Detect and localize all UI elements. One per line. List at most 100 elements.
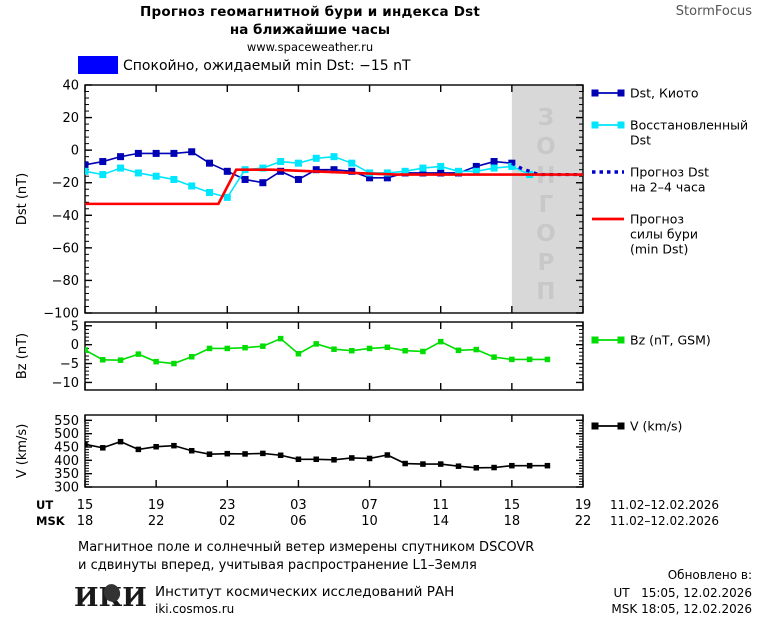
- data-point: [526, 462, 533, 469]
- forecast-band: [511, 85, 583, 313]
- time-tick-ut: 23: [219, 498, 236, 513]
- time-tick-msk: 14: [432, 514, 449, 529]
- data-point: [544, 356, 551, 363]
- data-point: [277, 158, 285, 166]
- legend-label-storm-strength: (min Dst): [630, 242, 688, 257]
- data-point: [331, 457, 337, 463]
- time-tick-ut: 19: [574, 498, 592, 513]
- data-point: [473, 346, 480, 353]
- y-tick-label: 20: [62, 111, 79, 126]
- data-point: [294, 159, 302, 167]
- series-восстановленный-dst: [85, 153, 534, 201]
- series-bz-nt-gsm-: [85, 335, 551, 367]
- data-point: [242, 451, 248, 457]
- data-point: [348, 167, 356, 175]
- data-point: [437, 169, 445, 177]
- data-point: [259, 179, 267, 187]
- legend-swatch-dst-restored: [617, 121, 625, 129]
- storm-strength-line: [85, 168, 583, 206]
- data-point: [223, 193, 231, 201]
- data-point: [135, 446, 142, 453]
- y-tick-label: 350: [54, 467, 79, 482]
- series-dst-киото: [85, 148, 516, 187]
- institute-url: iki.cosmos.ru: [155, 602, 235, 616]
- data-point: [490, 164, 498, 172]
- legend-label-storm-strength: Прогноз: [630, 212, 684, 227]
- legend-label-dst-kyoto: Dst, Киото: [630, 86, 699, 101]
- bz-panel-frame: [84, 321, 584, 391]
- data-point: [206, 159, 213, 167]
- legend-label-dst-forecast: на 2–4 часа: [630, 180, 706, 195]
- data-point: [455, 167, 462, 175]
- data-point: [437, 162, 445, 170]
- data-point: [455, 347, 462, 354]
- data-point: [491, 464, 497, 471]
- data-point: [85, 347, 88, 353]
- data-point: [509, 356, 515, 363]
- data-point: [241, 175, 249, 183]
- data-point: [134, 149, 142, 157]
- data-point: [366, 345, 373, 352]
- time-tick-msk: 22: [574, 514, 592, 529]
- v-legend[interactable]: V (km/s): [591, 419, 683, 434]
- time-tick-ut: 15: [503, 498, 521, 513]
- data-point: [348, 159, 356, 167]
- data-point: [402, 460, 408, 467]
- time-axis: UT MSK 11.02–12.02.2026 11.02–12.02.2026…: [0, 498, 760, 534]
- data-point: [277, 452, 284, 459]
- forecast-watermark-char: О: [536, 134, 559, 160]
- updated-ut: UT 15:05, 12.02.2026: [613, 586, 752, 600]
- y-tick-label: 40: [62, 79, 79, 94]
- data-point: [420, 461, 426, 467]
- data-point: [312, 154, 320, 162]
- forecast-watermark-char: Н: [536, 163, 558, 189]
- v-panel-frame: [84, 414, 584, 488]
- data-point: [490, 158, 498, 166]
- series-прогноз-силы-бури-min-dst-: [85, 168, 583, 206]
- data-point: [313, 341, 319, 347]
- legend-swatch-bz: [591, 336, 599, 344]
- legend-label-bz: Bz (nT, GSM): [630, 333, 711, 348]
- data-point: [472, 167, 480, 175]
- data-point: [152, 172, 160, 180]
- time-tick-msk: 18: [503, 514, 521, 529]
- data-point: [330, 166, 338, 174]
- institute-name: Институт космических исследований РАН: [155, 584, 455, 600]
- forecast-watermark-char: З: [538, 105, 557, 131]
- bz-legend[interactable]: Bz (nT, GSM): [591, 333, 711, 348]
- dst-panel-frame: [84, 84, 584, 314]
- data-point: [153, 443, 159, 450]
- page-title-line1: Прогноз геомагнитной бури и индекса Dst: [139, 4, 480, 20]
- time-axis-msk-label: MSK: [36, 514, 65, 528]
- data-point: [170, 149, 178, 157]
- data-point: [402, 347, 408, 354]
- y-tick-label: 0: [71, 338, 79, 353]
- data-point: [473, 465, 480, 471]
- bz-panel: 5 0 −5 −10 Bz (nT): [15, 319, 584, 391]
- data-point: [206, 345, 213, 352]
- data-point: [99, 158, 107, 166]
- data-point: [330, 153, 338, 161]
- data-point: [420, 348, 426, 355]
- data-point: [260, 343, 266, 349]
- data-point: [224, 450, 231, 457]
- legend-swatch-dst-restored: [591, 121, 599, 129]
- legend-item-dst-kyoto[interactable]: Dst, Киото: [591, 86, 699, 101]
- data-point: [188, 148, 196, 156]
- forecast-watermark-char: О: [536, 221, 559, 247]
- time-tick-msk: 06: [290, 514, 307, 529]
- legend-swatch-v: [591, 422, 599, 430]
- data-point: [526, 356, 533, 363]
- data-point: [242, 344, 248, 351]
- forecast-watermark-char: П: [536, 279, 558, 305]
- legend-label-dst-forecast: Прогноз Dst: [630, 165, 709, 180]
- data-point: [171, 442, 177, 449]
- series-line: [85, 155, 530, 199]
- y-tick-label: −40: [52, 209, 79, 224]
- time-tick-msk: 02: [219, 514, 236, 529]
